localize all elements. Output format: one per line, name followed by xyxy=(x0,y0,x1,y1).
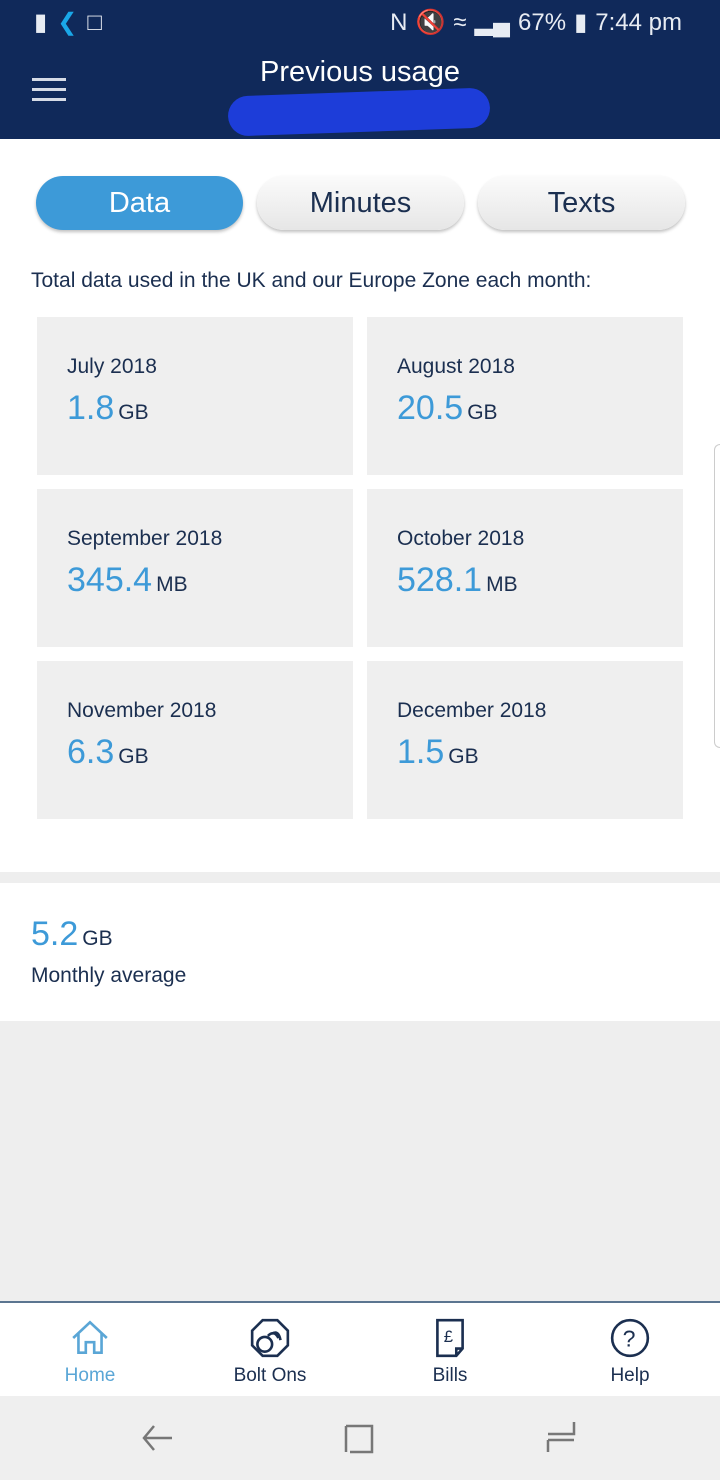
recents-icon[interactable] xyxy=(544,1418,578,1458)
home-button-icon[interactable] xyxy=(342,1418,376,1458)
tab-data[interactable]: Data xyxy=(36,176,243,230)
mute-icon: 🔇 xyxy=(415,9,446,36)
month-label: November 2018 xyxy=(67,699,217,722)
month-label: September 2018 xyxy=(67,527,223,550)
nav-bills[interactable]: £ Bills xyxy=(360,1303,540,1396)
nav-home[interactable]: Home xyxy=(0,1303,180,1396)
usage-unit: GB xyxy=(448,745,479,768)
status-bar: ▮ ❮ □ N 🔇 ≈ ▂▄ 67% ▮ 7:44 pm xyxy=(0,0,720,44)
back-icon[interactable] xyxy=(140,1418,176,1458)
tab-minutes[interactable]: Minutes xyxy=(257,176,464,230)
usage-unit: GB xyxy=(467,401,498,424)
help-icon: ? xyxy=(610,1318,650,1358)
redacted-phone-number xyxy=(227,87,491,137)
nav-help[interactable]: ? Help xyxy=(540,1303,720,1396)
usage-value: 528.1 xyxy=(397,561,483,599)
app-bar: Previous usage xyxy=(0,44,720,139)
battery-icon: ▮ xyxy=(574,9,588,36)
intro-text: Total data used in the UK and our Europe… xyxy=(31,269,592,292)
month-label: August 2018 xyxy=(397,355,515,378)
cast-icon: □ xyxy=(87,8,102,36)
usage-panel: Data Minutes Texts Total data used in th… xyxy=(0,139,720,872)
usage-value: 345.4 xyxy=(67,561,153,599)
usage-unit: MB xyxy=(156,573,188,596)
nav-label: Bolt Ons xyxy=(233,1365,307,1386)
monthly-average: 5.2 GB Monthly average xyxy=(0,883,720,1021)
month-card: November 2018 6.3 GB xyxy=(37,661,353,819)
average-label: Monthly average xyxy=(31,964,187,987)
wifi-icon: ≈ xyxy=(453,8,467,36)
average-value: 5.2 xyxy=(31,915,79,953)
clock: 7:44 pm xyxy=(595,8,682,36)
usage-tabs: Data Minutes Texts xyxy=(36,176,685,230)
usage-value: 6.3 xyxy=(67,733,115,771)
usage-unit: MB xyxy=(486,573,518,596)
monthly-usage-grid: July 2018 1.8 GB August 2018 20.5 GB Septemb… xyxy=(37,317,683,819)
month-label: October 2018 xyxy=(397,527,525,550)
usage-value: 20.5 xyxy=(397,389,464,427)
average-unit: GB xyxy=(82,927,113,950)
tab-texts[interactable]: Texts xyxy=(478,176,685,230)
month-card: September 2018 345.4 MB xyxy=(37,489,353,647)
svg-text:£: £ xyxy=(444,1327,454,1346)
usage-unit: GB xyxy=(118,745,149,768)
back-arrow-icon: ❮ xyxy=(57,9,78,36)
signal-icon: ▂▄ xyxy=(474,9,511,36)
scrollbar[interactable] xyxy=(714,444,720,748)
usage-unit: GB xyxy=(118,401,149,424)
nav-label: Help xyxy=(610,1365,650,1386)
usage-value: 1.8 xyxy=(67,389,115,427)
month-label: July 2018 xyxy=(67,355,157,378)
month-card: December 2018 1.5 GB xyxy=(367,661,683,819)
message-icon: ▮ xyxy=(34,9,48,36)
bolt-ons-icon xyxy=(250,1318,290,1358)
home-icon xyxy=(72,1320,108,1355)
nav-label: Home xyxy=(64,1365,116,1386)
svg-text:?: ? xyxy=(623,1325,636,1351)
hamburger-menu-icon[interactable] xyxy=(32,78,66,108)
month-label: December 2018 xyxy=(397,699,547,722)
bills-icon: £ xyxy=(436,1318,464,1358)
nfc-icon: N xyxy=(390,8,408,36)
nav-label: Bills xyxy=(432,1365,468,1386)
month-card: July 2018 1.8 GB xyxy=(37,317,353,475)
bottom-nav: Home Bolt Ons £ Bills ? Help xyxy=(0,1301,720,1396)
usage-value: 1.5 xyxy=(397,733,445,771)
month-card: August 2018 20.5 GB xyxy=(367,317,683,475)
battery-percent: 67% xyxy=(518,8,567,36)
page-title: Previous usage xyxy=(260,56,460,88)
month-card: October 2018 528.1 MB xyxy=(367,489,683,647)
nav-bolt-ons[interactable]: Bolt Ons xyxy=(180,1303,360,1396)
system-nav-bar xyxy=(0,1396,720,1480)
